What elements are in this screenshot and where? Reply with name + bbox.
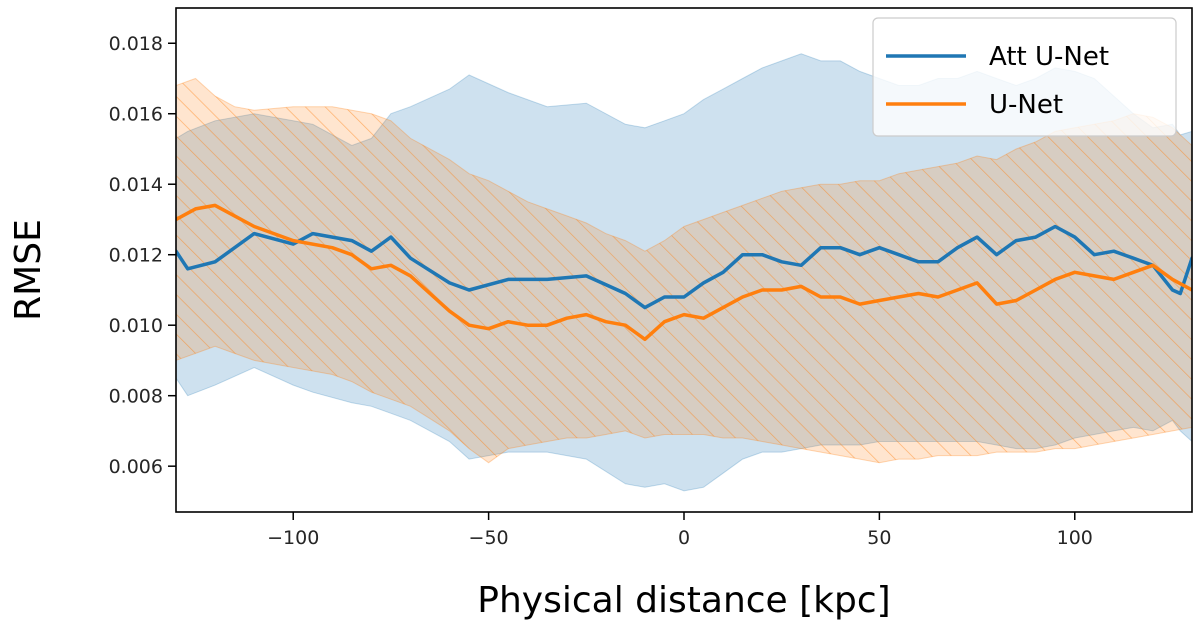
y-tick-label: 0.006 — [109, 456, 163, 478]
legend-box — [872, 17, 1177, 137]
y-tick-label: 0.018 — [109, 33, 163, 55]
line-u-net — [176, 203, 1192, 342]
y-axis-label: RMSE — [8, 219, 49, 321]
line-att-u-net — [176, 224, 1192, 310]
series-lines — [176, 203, 1192, 342]
y-tick-label: 0.012 — [109, 245, 163, 267]
y-axis-ticks: 0.006 0.008 0.010 0.012 0.014 0.016 0.018 — [109, 33, 176, 478]
x-tick-label: 50 — [867, 527, 891, 549]
y-tick-label: 0.010 — [109, 315, 163, 337]
legend-label-att-unet: Att U-Net — [989, 42, 1109, 72]
y-tick-label: 0.014 — [109, 174, 163, 196]
x-axis-label: Physical distance [kpc] — [477, 580, 890, 621]
x-tick-label: −50 — [469, 527, 509, 549]
y-tick-label: 0.016 — [109, 104, 163, 126]
legend-label-unet: U-Net — [989, 90, 1063, 120]
x-tick-label: 100 — [1057, 527, 1093, 549]
x-tick-label: −100 — [267, 527, 319, 549]
legend: Att U-Net U-Net — [872, 17, 1177, 137]
y-tick-label: 0.008 — [109, 386, 163, 408]
uncertainty-bands — [176, 53, 1192, 492]
x-axis-ticks: −100 −50 0 50 100 — [267, 512, 1093, 549]
x-tick-label: 0 — [678, 527, 690, 549]
band-hatch-u-net — [176, 77, 1192, 464]
